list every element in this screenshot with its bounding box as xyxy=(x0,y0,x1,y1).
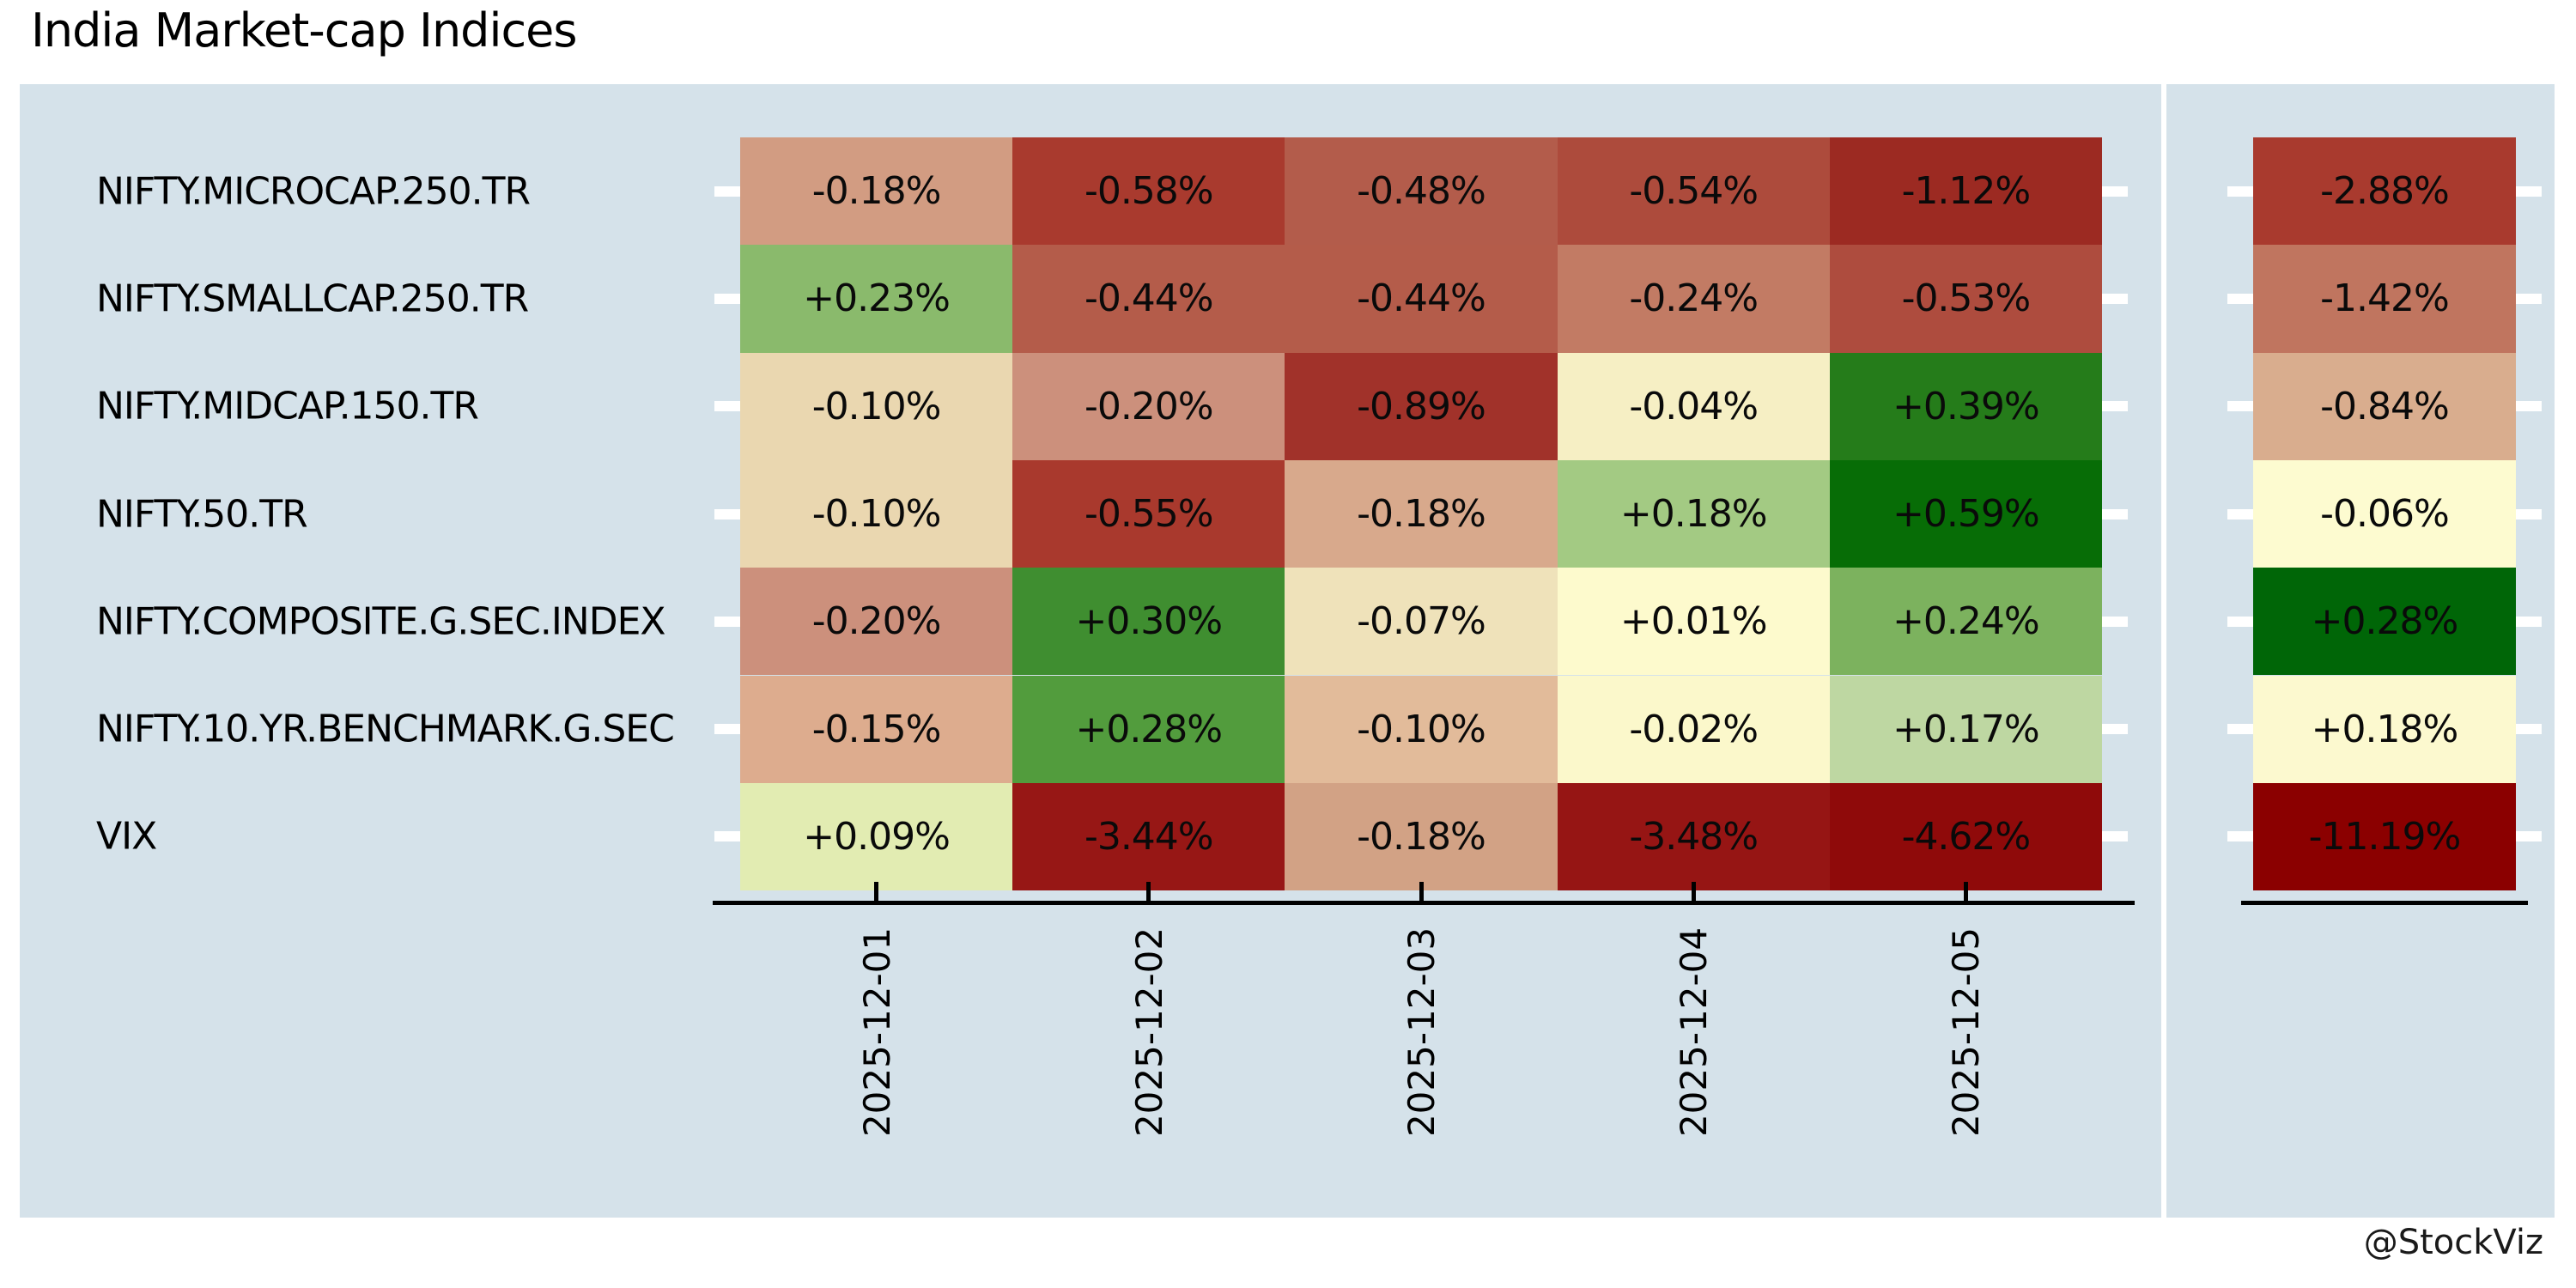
x-axis-label: 2025-12-04 xyxy=(1672,927,1715,1138)
heatmap-cell: -1.12% xyxy=(1829,137,2102,246)
y-tick-dash xyxy=(2102,293,2128,304)
heatmap-cell: +0.28% xyxy=(1012,675,1285,783)
heatmap-cell: -3.48% xyxy=(1557,782,1830,891)
y-tick-dash xyxy=(2516,616,2542,627)
y-tick-dash xyxy=(2516,508,2542,519)
x-axis-line-totals xyxy=(2241,901,2528,905)
x-tick-mark xyxy=(1963,882,1968,905)
heatmap-cell: +0.17% xyxy=(1829,675,2102,783)
y-tick-dash xyxy=(714,508,740,519)
y-tick-dash xyxy=(714,616,740,627)
y-tick-dash xyxy=(714,401,740,412)
y-tick-dash xyxy=(2102,508,2128,519)
attribution-watermark: @StockViz xyxy=(2363,1223,2543,1262)
row-label: NIFTY.50.TR xyxy=(96,492,308,537)
y-tick-dash xyxy=(2102,185,2128,197)
total-cell: -0.06% xyxy=(2253,459,2516,568)
heatmap-cell: -0.20% xyxy=(1012,352,1285,460)
chart-title: India Market-cap Indices xyxy=(31,3,577,58)
y-tick-dash xyxy=(2227,616,2253,627)
heatmap-cell: +0.24% xyxy=(1829,568,2102,676)
heatmap-cell: -0.20% xyxy=(740,568,1013,676)
heatmap-cell: +0.23% xyxy=(740,245,1013,353)
heatmap-cell: -0.15% xyxy=(740,675,1013,783)
heatmap-cell: -0.89% xyxy=(1285,352,1558,460)
heatmap-cell: -0.48% xyxy=(1285,137,1558,246)
y-tick-dash xyxy=(2516,185,2542,197)
x-tick-mark xyxy=(1419,882,1424,905)
y-tick-dash xyxy=(2227,831,2253,842)
y-tick-dash xyxy=(714,185,740,197)
heatmap-cell: +0.18% xyxy=(1557,459,1830,568)
heatmap-cell: -0.07% xyxy=(1285,568,1558,676)
x-tick-mark xyxy=(1146,882,1151,905)
y-tick-dash xyxy=(2227,401,2253,412)
heatmap-cell: -0.55% xyxy=(1012,459,1285,568)
y-tick-dash xyxy=(714,724,740,735)
row-label: NIFTY.COMPOSITE.G.SEC.INDEX xyxy=(96,599,666,644)
heatmap-cell: -0.10% xyxy=(740,352,1013,460)
total-cell: +0.28% xyxy=(2253,568,2516,676)
heatmap-cell: -0.54% xyxy=(1557,137,1830,246)
y-tick-dash xyxy=(2516,293,2542,304)
x-axis-label: 2025-12-03 xyxy=(1400,927,1443,1138)
x-tick-mark xyxy=(1691,882,1696,905)
y-tick-dash xyxy=(2227,185,2253,197)
heatmap-cell: -0.10% xyxy=(1285,675,1558,783)
row-label: VIX xyxy=(96,814,157,859)
heatmap-cell: -0.18% xyxy=(740,137,1013,246)
heatmap-cell: +0.39% xyxy=(1829,352,2102,460)
y-tick-dash xyxy=(2227,508,2253,519)
heatmap-cell: -0.24% xyxy=(1557,245,1830,353)
y-tick-dash xyxy=(2516,724,2542,735)
heatmap-cell: +0.01% xyxy=(1557,568,1830,676)
heatmap-cell: +0.09% xyxy=(740,782,1013,891)
total-cell: -0.84% xyxy=(2253,352,2516,460)
y-tick-dash xyxy=(2102,724,2128,735)
heatmap-cell: -0.53% xyxy=(1829,245,2102,353)
y-tick-dash xyxy=(2102,616,2128,627)
total-cell: -1.42% xyxy=(2253,245,2516,353)
row-label: NIFTY.SMALLCAP.250.TR xyxy=(96,276,529,321)
row-label: NIFTY.10.YR.BENCHMARK.G.SEC xyxy=(96,707,675,751)
heatmap-cell: -0.18% xyxy=(1285,459,1558,568)
heatmap-cell: -0.02% xyxy=(1557,675,1830,783)
heatmap-cell: -3.44% xyxy=(1012,782,1285,891)
total-cell: -2.88% xyxy=(2253,137,2516,246)
heatmap-cell: -0.18% xyxy=(1285,782,1558,891)
total-cell: +0.18% xyxy=(2253,675,2516,783)
y-tick-dash xyxy=(2227,293,2253,304)
y-tick-dash xyxy=(2516,831,2542,842)
heatmap-cell: +0.30% xyxy=(1012,568,1285,676)
y-tick-dash xyxy=(714,293,740,304)
row-label: NIFTY.MICROCAP.250.TR xyxy=(96,169,531,214)
y-tick-dash xyxy=(2516,401,2542,412)
x-axis-label: 2025-12-01 xyxy=(855,927,898,1138)
heatmap-cell: +0.59% xyxy=(1829,459,2102,568)
row-label: NIFTY.MIDCAP.150.TR xyxy=(96,384,479,428)
total-cell: -11.19% xyxy=(2253,782,2516,891)
heatmap-cell: -0.44% xyxy=(1012,245,1285,353)
y-tick-dash xyxy=(2102,831,2128,842)
x-tick-mark xyxy=(874,882,879,905)
x-axis-line-main xyxy=(713,901,2135,905)
x-axis-label: 2025-12-05 xyxy=(1944,927,1987,1138)
heatmap-cell: -0.44% xyxy=(1285,245,1558,353)
heatmap-cell: -0.04% xyxy=(1557,352,1830,460)
y-tick-dash xyxy=(2102,401,2128,412)
y-tick-dash xyxy=(714,831,740,842)
heatmap-cell: -0.10% xyxy=(740,459,1013,568)
y-tick-dash xyxy=(2227,724,2253,735)
heatmap-cell: -4.62% xyxy=(1829,782,2102,891)
heatmap-cell: -0.58% xyxy=(1012,137,1285,246)
x-axis-label: 2025-12-02 xyxy=(1127,927,1170,1138)
